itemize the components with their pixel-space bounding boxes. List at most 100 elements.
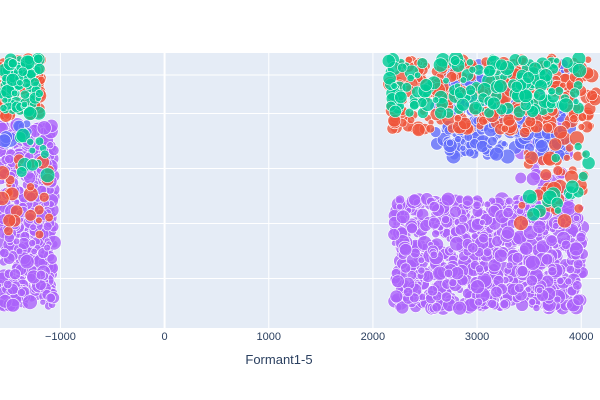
data-point xyxy=(487,258,502,273)
data-point xyxy=(39,298,47,306)
data-point xyxy=(487,298,498,309)
data-point xyxy=(505,196,514,206)
data-point xyxy=(517,54,529,67)
x-tick-label: −1000 xyxy=(45,331,76,343)
data-point xyxy=(526,274,538,287)
data-point xyxy=(568,241,584,257)
data-point xyxy=(500,140,508,148)
data-point xyxy=(16,288,26,297)
data-point xyxy=(33,204,45,216)
data-point xyxy=(417,256,425,264)
data-point xyxy=(501,225,515,240)
data-point xyxy=(395,300,410,315)
data-point xyxy=(524,254,541,271)
data-point xyxy=(416,57,429,70)
data-point xyxy=(45,292,56,304)
data-point xyxy=(474,297,483,307)
data-point xyxy=(419,78,433,92)
data-point xyxy=(571,62,587,78)
data-point xyxy=(513,215,529,231)
data-point xyxy=(502,207,514,219)
data-point xyxy=(396,203,404,211)
data-point xyxy=(547,266,558,277)
data-point xyxy=(15,247,24,256)
data-point xyxy=(581,156,596,170)
data-point xyxy=(17,66,28,77)
data-point xyxy=(409,100,420,111)
data-point xyxy=(42,221,53,232)
data-point xyxy=(450,55,461,66)
data-point xyxy=(36,120,52,136)
data-point xyxy=(39,167,56,183)
data-point xyxy=(516,265,529,278)
x-tick-label: 3000 xyxy=(465,331,489,343)
data-point xyxy=(388,104,402,118)
data-point xyxy=(554,86,564,96)
data-point xyxy=(429,250,439,260)
data-point xyxy=(556,276,565,285)
data-point xyxy=(565,264,575,274)
data-point xyxy=(440,291,452,303)
data-point xyxy=(564,277,573,286)
data-point xyxy=(35,89,44,98)
data-point xyxy=(535,286,544,294)
data-point xyxy=(483,64,496,78)
data-point xyxy=(30,247,38,255)
data-point xyxy=(390,82,398,90)
data-point xyxy=(552,165,564,176)
data-point xyxy=(427,216,441,230)
data-point xyxy=(434,106,448,120)
data-point xyxy=(522,189,538,205)
data-point xyxy=(572,280,583,291)
data-point xyxy=(15,128,31,144)
data-point xyxy=(519,126,531,139)
data-point xyxy=(483,200,492,209)
data-point xyxy=(425,123,435,134)
x-axis-title: Formant1-5 xyxy=(245,352,312,367)
data-point xyxy=(0,191,10,206)
data-point xyxy=(16,166,28,178)
data-point xyxy=(46,253,58,265)
data-point xyxy=(0,165,10,181)
data-point xyxy=(20,100,29,108)
data-point xyxy=(0,133,12,148)
data-point xyxy=(550,153,561,163)
data-point xyxy=(478,219,486,226)
data-point xyxy=(553,206,562,215)
data-point xyxy=(26,137,35,146)
data-point xyxy=(522,71,535,84)
data-point xyxy=(24,209,37,222)
data-point xyxy=(586,89,598,102)
data-point xyxy=(465,148,475,158)
data-point xyxy=(569,87,581,99)
data-point xyxy=(470,279,485,295)
data-point xyxy=(573,203,584,214)
data-point xyxy=(453,114,462,123)
data-point xyxy=(10,89,19,98)
x-tick-label: 2000 xyxy=(361,331,385,343)
data-point xyxy=(487,136,498,147)
data-point xyxy=(454,86,467,99)
data-point xyxy=(445,138,454,147)
data-point xyxy=(34,136,45,146)
data-point xyxy=(454,135,462,143)
data-point xyxy=(514,282,525,294)
data-point xyxy=(526,207,541,222)
data-point xyxy=(458,116,472,131)
data-point xyxy=(426,285,439,297)
data-point xyxy=(395,209,411,225)
data-point xyxy=(22,294,38,310)
data-point xyxy=(29,223,37,231)
data-point xyxy=(406,74,415,83)
data-point xyxy=(44,212,54,223)
data-point xyxy=(499,299,510,309)
data-point xyxy=(40,149,50,159)
data-point xyxy=(464,84,476,96)
data-point xyxy=(572,98,580,105)
data-point xyxy=(525,171,541,187)
x-tick-label: 0 xyxy=(162,331,168,343)
data-point xyxy=(417,266,426,275)
data-point xyxy=(46,141,55,150)
